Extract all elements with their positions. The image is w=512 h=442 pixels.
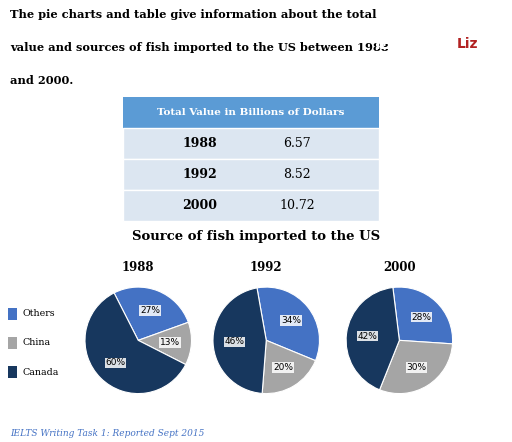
Text: 6.57: 6.57 — [283, 137, 311, 150]
Title: 1992: 1992 — [250, 261, 283, 274]
Bar — [444, 22, 491, 66]
Wedge shape — [393, 287, 453, 344]
Wedge shape — [85, 293, 186, 393]
Text: 1992: 1992 — [182, 168, 217, 181]
Text: Liz: Liz — [457, 37, 478, 51]
Text: 8.52: 8.52 — [283, 168, 311, 181]
Text: value and sources of fish imported to the US between 1988: value and sources of fish imported to th… — [10, 42, 389, 53]
Text: Source of fish imported to the US: Source of fish imported to the US — [132, 230, 380, 243]
Title: 2000: 2000 — [383, 261, 416, 274]
Text: and 2000.: and 2000. — [10, 75, 74, 86]
Bar — [123, 159, 379, 190]
Text: 42%: 42% — [358, 332, 378, 341]
Bar — [8, 337, 17, 349]
Title: 1988: 1988 — [122, 261, 155, 274]
Text: 10.72: 10.72 — [279, 199, 315, 212]
Wedge shape — [213, 288, 266, 393]
Text: IELTS: IELTS — [375, 37, 419, 52]
Text: 27%: 27% — [140, 306, 160, 315]
Wedge shape — [379, 340, 453, 393]
Wedge shape — [114, 287, 188, 340]
Text: 60%: 60% — [105, 358, 126, 367]
Text: Canada: Canada — [23, 368, 59, 377]
Text: 46%: 46% — [224, 337, 244, 347]
Text: 28%: 28% — [411, 312, 431, 322]
Bar — [123, 97, 379, 128]
Text: 30%: 30% — [407, 363, 426, 372]
Bar — [123, 128, 379, 159]
Text: 34%: 34% — [281, 316, 301, 325]
Text: The pie charts and table give information about the total: The pie charts and table give informatio… — [10, 9, 377, 20]
Text: IELTS Writing Task 1: Reported Sept 2015: IELTS Writing Task 1: Reported Sept 2015 — [10, 429, 205, 438]
Text: Total Value in Billions of Dollars: Total Value in Billions of Dollars — [157, 108, 345, 117]
Wedge shape — [138, 322, 191, 365]
Text: China: China — [23, 339, 51, 347]
Text: 13%: 13% — [160, 338, 180, 347]
Bar — [123, 190, 379, 221]
Text: Others: Others — [23, 309, 55, 318]
Text: 1988: 1988 — [182, 137, 217, 150]
Wedge shape — [257, 287, 319, 361]
Bar — [8, 366, 17, 378]
Text: 20%: 20% — [273, 363, 293, 372]
Wedge shape — [346, 287, 399, 390]
Wedge shape — [262, 340, 315, 393]
Text: 2000: 2000 — [182, 199, 217, 212]
Bar — [8, 308, 17, 320]
